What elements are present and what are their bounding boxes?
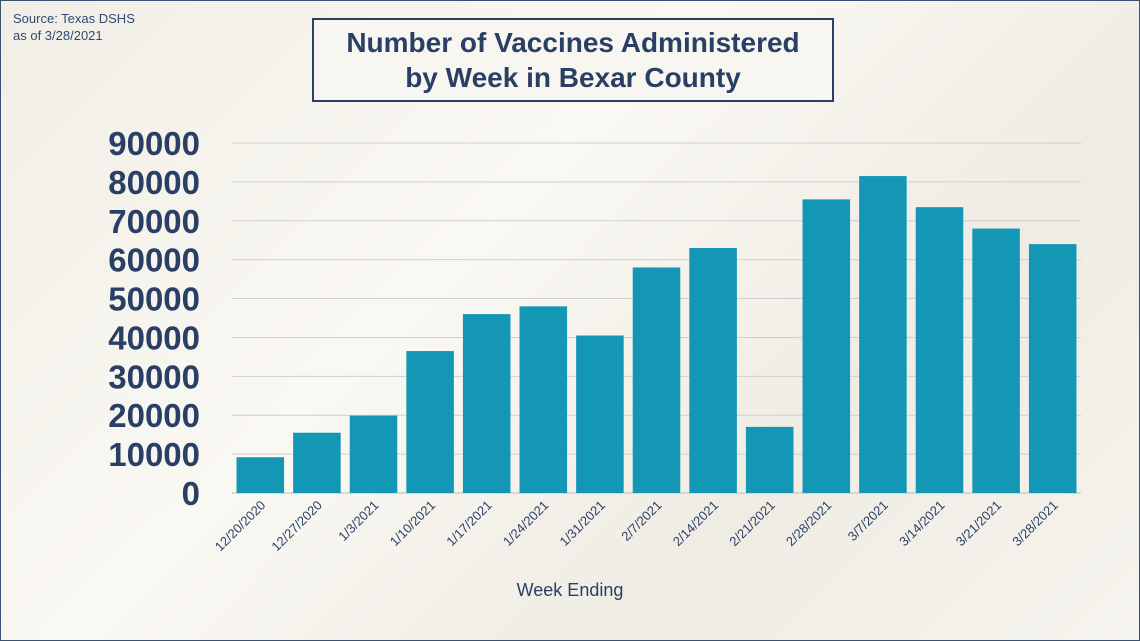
chart-title-line-2: by Week in Bexar County — [405, 62, 741, 93]
y-tick-label: 20000 — [108, 397, 200, 434]
x-tick-label: 1/17/2021 — [443, 498, 495, 550]
source-line: Source: Texas DSHS — [13, 11, 135, 26]
y-tick-label: 30000 — [108, 358, 200, 395]
bar — [802, 199, 851, 493]
x-tick-label: 3/28/2021 — [1009, 498, 1061, 550]
bar — [462, 314, 511, 493]
x-axis-title: Week Ending — [517, 580, 624, 600]
bar — [745, 426, 794, 493]
y-tick-label: 60000 — [108, 242, 200, 279]
y-tick-label: 50000 — [108, 281, 200, 318]
y-tick-label: 40000 — [108, 319, 200, 356]
as-of-line: as of 3/28/2021 — [13, 28, 103, 43]
x-tick-label: 1/24/2021 — [500, 498, 552, 550]
x-tick-label: 2/14/2021 — [670, 498, 722, 550]
bar — [236, 457, 285, 493]
x-tick-label: 3/7/2021 — [845, 498, 891, 544]
x-tick-label: 3/21/2021 — [953, 498, 1005, 550]
x-tick-label: 1/3/2021 — [335, 498, 381, 544]
bar — [349, 415, 398, 493]
y-tick-label: 10000 — [108, 436, 200, 473]
bar — [689, 248, 737, 493]
bar — [519, 306, 568, 493]
x-tick-label: 2/21/2021 — [726, 498, 778, 550]
x-tick-label: 12/20/2020 — [212, 498, 269, 555]
x-tick-label: 12/27/2020 — [268, 498, 325, 555]
bar — [576, 335, 624, 493]
x-tick-label: 2/28/2021 — [783, 498, 835, 550]
bar — [859, 176, 907, 494]
bar — [1028, 244, 1077, 493]
bar — [632, 267, 681, 493]
y-tick-label: 80000 — [108, 164, 200, 201]
y-tick-label: 0 — [182, 475, 200, 512]
x-tick-label: 1/31/2021 — [557, 498, 609, 550]
bar — [406, 351, 454, 493]
y-tick-label: 70000 — [108, 203, 200, 240]
x-tick-label: 3/14/2021 — [896, 498, 948, 550]
x-tick-label: 1/10/2021 — [387, 498, 439, 550]
bar — [915, 207, 964, 493]
bar — [972, 228, 1020, 494]
y-tick-label: 90000 — [108, 125, 200, 162]
bar — [293, 432, 341, 493]
source-note: Source: Texas DSHS as of 3/28/2021 — [13, 10, 135, 44]
x-tick-label: 2/7/2021 — [618, 498, 664, 544]
chart-title-box: Number of Vaccines Administered by Week … — [312, 18, 834, 102]
chart-title-line-1: Number of Vaccines Administered — [346, 27, 800, 58]
